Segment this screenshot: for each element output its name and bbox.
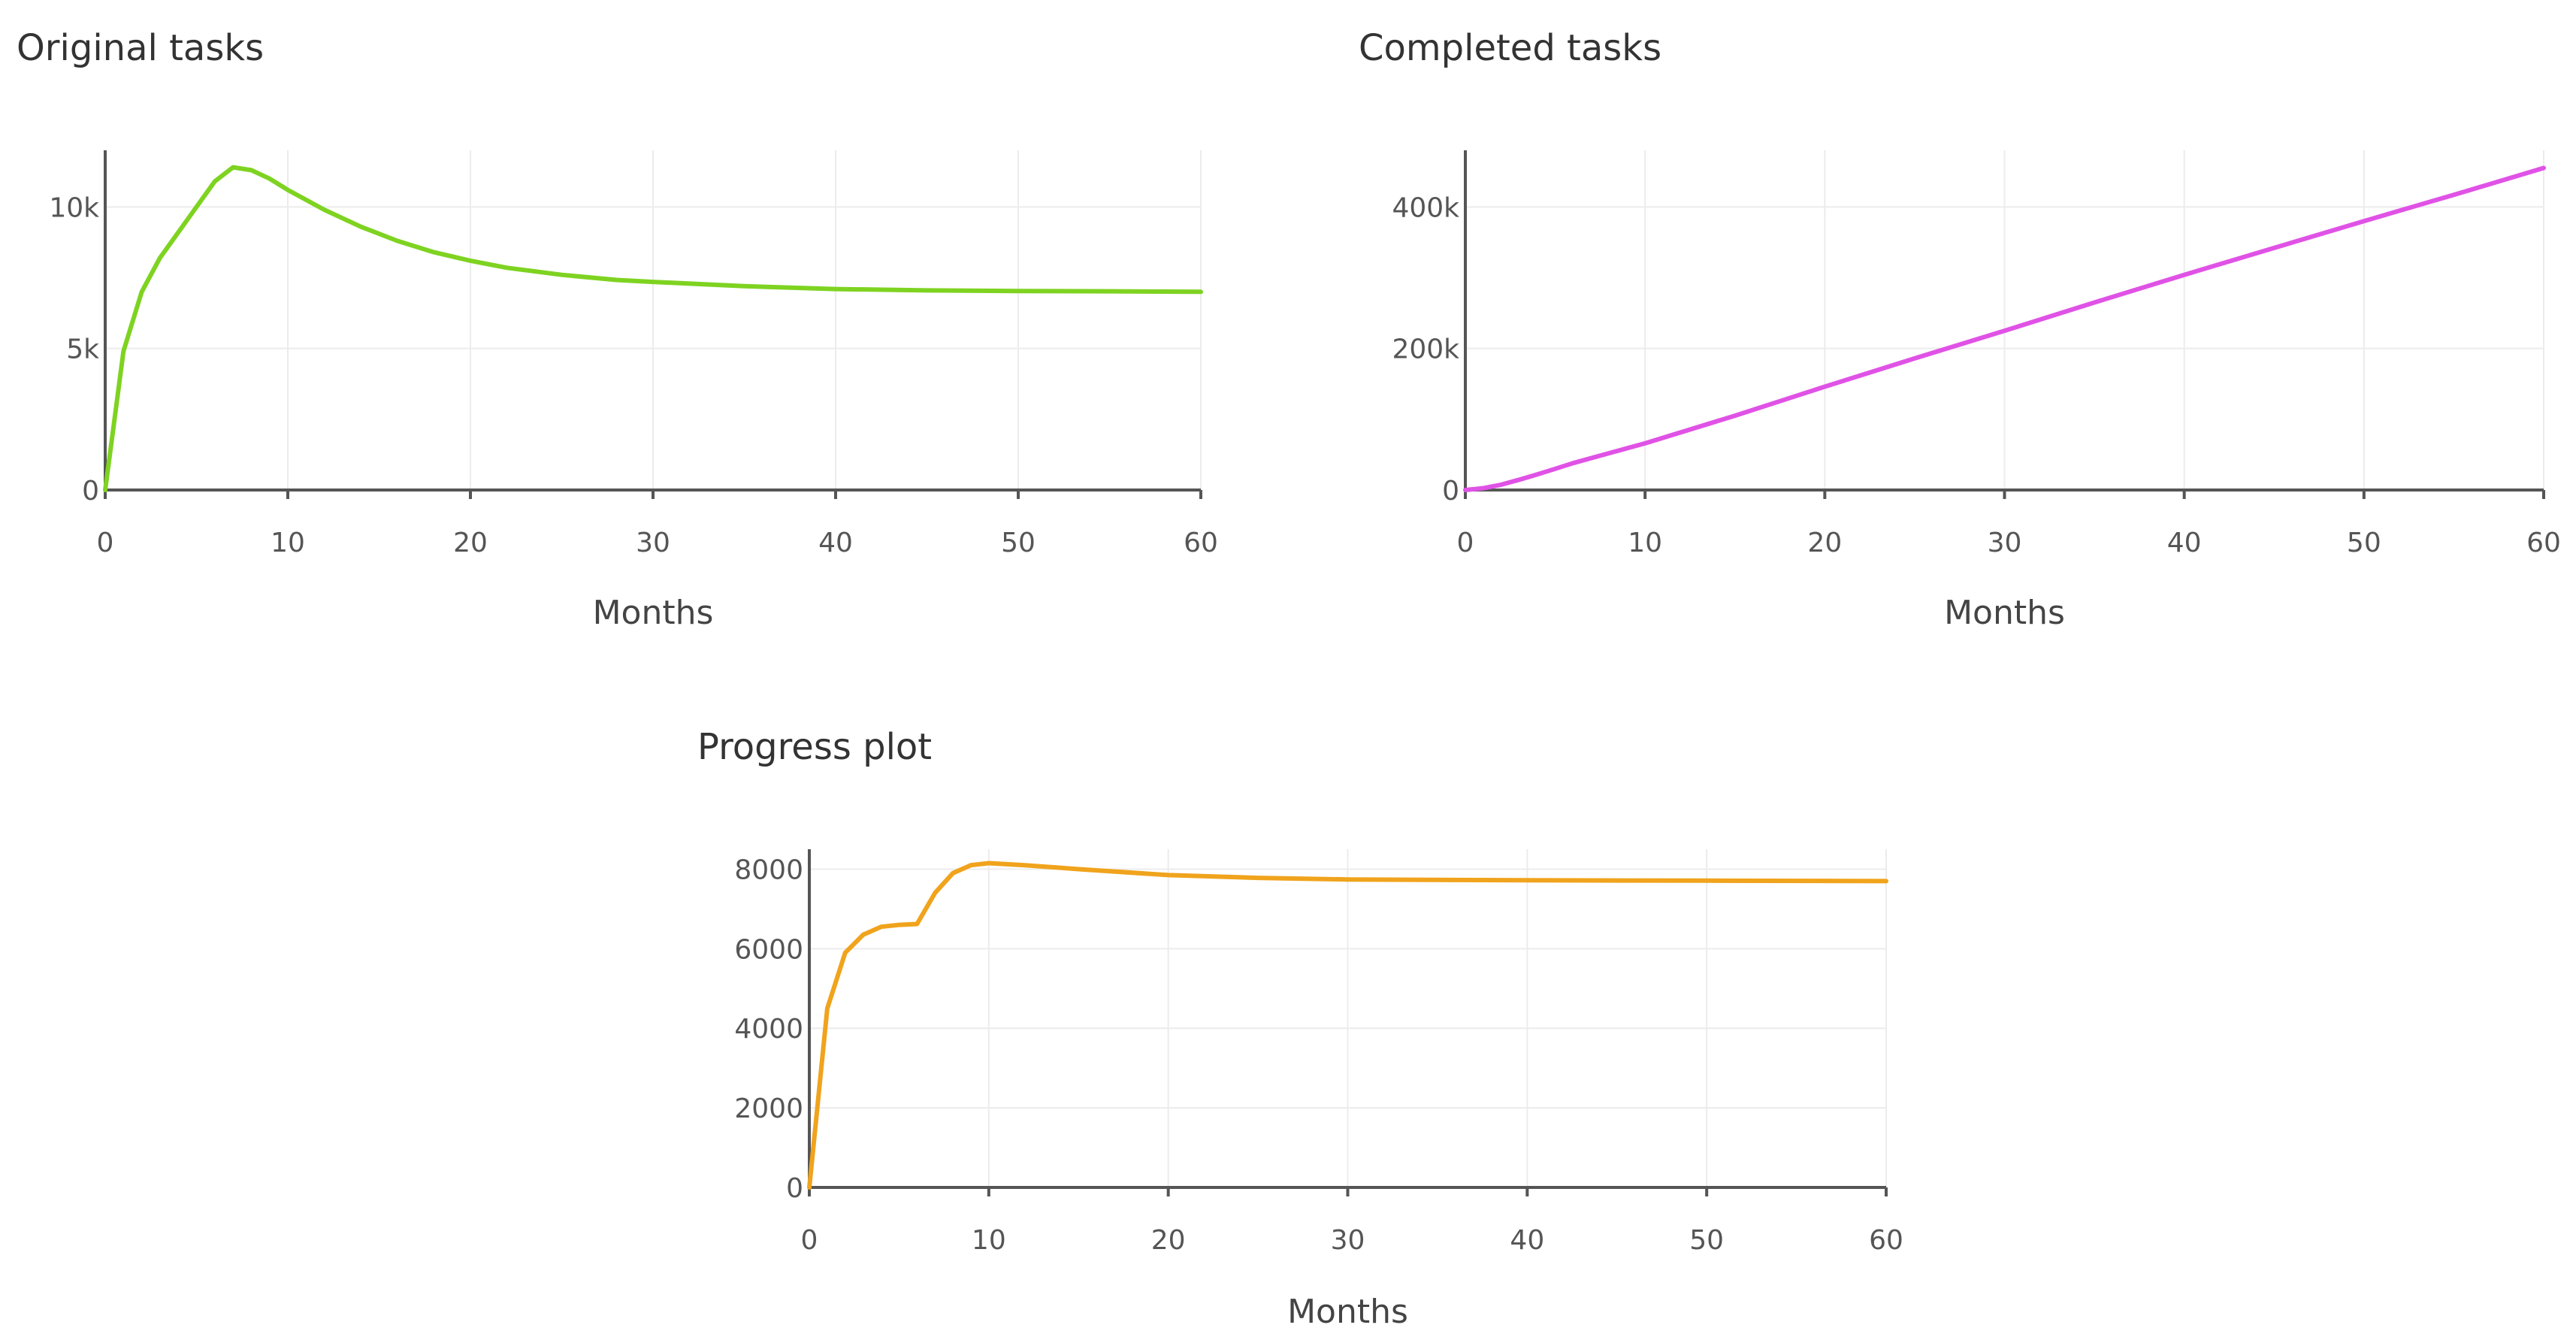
chart-3: Progress plot 0 10 20 30 40 50 60 0 2000 4000 6000 8… <box>697 726 1903 1331</box>
y-tick-label: 2000 <box>734 1093 803 1124</box>
x-tick-label: 40 <box>2167 528 2202 558</box>
y-tick-label: 0 <box>786 1173 803 1204</box>
x-tick-label: 20 <box>1807 528 1842 558</box>
x-tick-label: 60 <box>1869 1225 1903 1256</box>
x-tick-label: 60 <box>1184 528 1218 558</box>
y-tick-label: 200k <box>1392 334 1459 365</box>
y-tick-label: 10k <box>49 192 99 223</box>
series-line <box>103 165 1203 492</box>
x-tick-label: 10 <box>1628 528 1662 558</box>
y-tick-label: 8000 <box>734 854 803 885</box>
x-axis-label: Months <box>1944 594 2065 632</box>
y-tick-label: 0 <box>82 476 99 507</box>
chart-1: Original tasks 0 10 20 30 40 50 60 0 5k 10k Months <box>17 27 1218 632</box>
chart-title: Original tasks <box>17 27 264 69</box>
x-tick-label: 0 <box>97 528 114 558</box>
x-tick-label: 30 <box>636 528 670 558</box>
series-line <box>807 861 1888 1190</box>
y-tick-label: 0 <box>1442 476 1459 507</box>
series-line <box>1463 165 2546 492</box>
x-tick-label: 20 <box>1151 1225 1186 1256</box>
x-tick-label: 0 <box>801 1225 818 1256</box>
x-tick-label: 50 <box>1689 1225 1724 1256</box>
x-tick-label: 50 <box>1001 528 1036 558</box>
x-tick-label: 0 <box>1457 528 1474 558</box>
x-tick-label: 10 <box>972 1225 1006 1256</box>
y-tick-label: 6000 <box>734 934 803 965</box>
x-tick-label: 60 <box>2526 528 2561 558</box>
x-tick-label: 40 <box>1510 1225 1544 1256</box>
chart-2: Completed tasks 0 10 20 30 40 50 60 0 200k 400k Mon… <box>1359 27 2561 632</box>
chart-title: Progress plot <box>697 726 932 768</box>
x-tick-label: 30 <box>1988 528 2022 558</box>
x-tick-label: 50 <box>2347 528 2381 558</box>
x-tick-label: 40 <box>818 528 853 558</box>
x-tick-label: 20 <box>453 528 488 558</box>
chart-title: Completed tasks <box>1359 27 1661 69</box>
x-axis-label: Months <box>593 594 714 632</box>
x-tick-label: 30 <box>1331 1225 1365 1256</box>
x-axis-label: Months <box>1287 1293 1408 1331</box>
y-tick-label: 5k <box>66 334 99 365</box>
x-tick-label: 10 <box>271 528 305 558</box>
y-tick-label: 400k <box>1392 192 1459 223</box>
y-tick-label: 4000 <box>734 1014 803 1045</box>
